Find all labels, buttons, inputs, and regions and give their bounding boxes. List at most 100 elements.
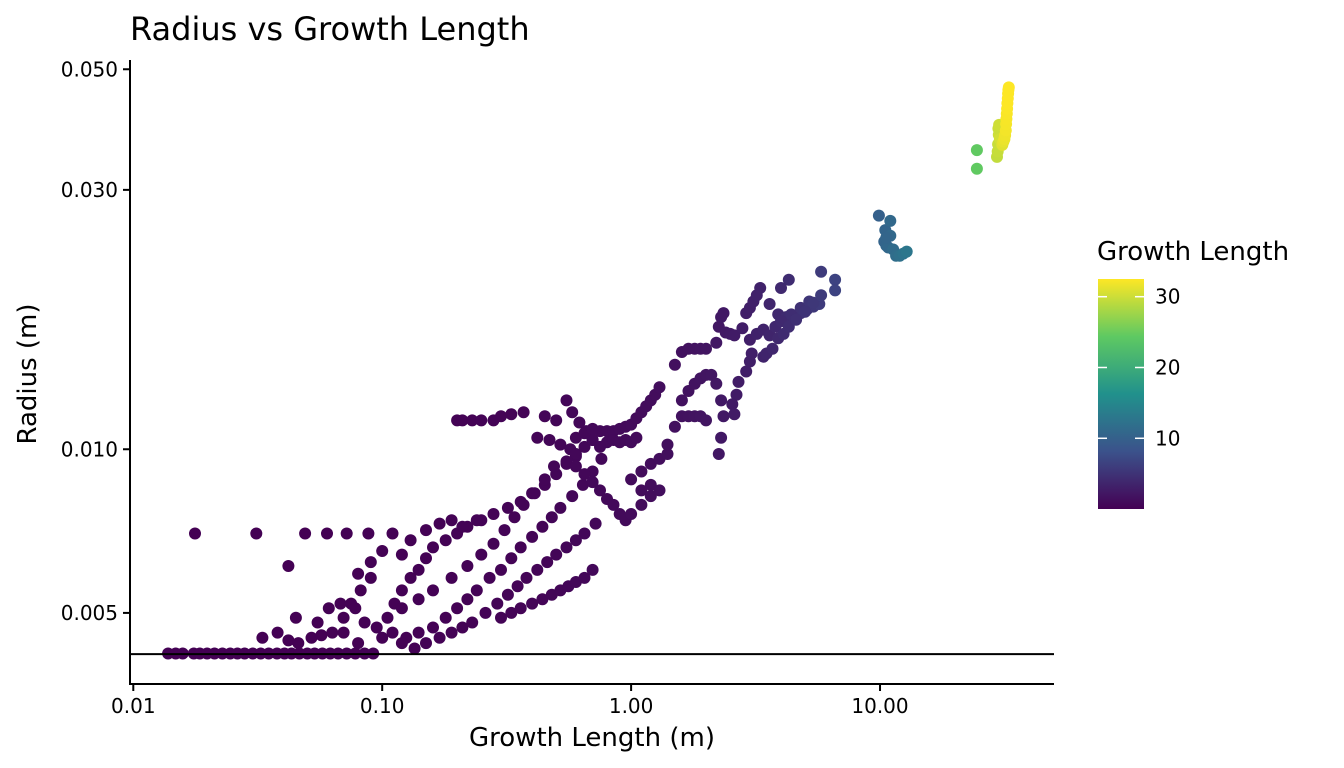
data-point xyxy=(337,611,350,624)
data-point xyxy=(712,448,725,460)
data-point xyxy=(334,597,347,610)
data-point xyxy=(531,563,544,576)
data-point xyxy=(322,602,335,615)
data-point xyxy=(505,552,518,565)
data-point xyxy=(728,408,741,421)
data-point xyxy=(717,410,730,423)
data-point xyxy=(560,394,573,407)
data-point xyxy=(420,552,432,565)
data-point xyxy=(554,501,567,514)
data-point xyxy=(321,527,333,540)
data-point xyxy=(536,520,549,533)
legend-title: Growth Length xyxy=(1097,237,1289,267)
data-point xyxy=(630,431,643,444)
data-point xyxy=(289,611,302,624)
data-point xyxy=(635,484,648,497)
data-point xyxy=(970,162,983,175)
data-point xyxy=(586,476,599,489)
data-point xyxy=(517,498,530,511)
data-point xyxy=(376,631,389,644)
data-point xyxy=(586,563,599,576)
data-point xyxy=(566,490,579,503)
data-point xyxy=(470,584,483,597)
data-point xyxy=(381,611,394,624)
data-point xyxy=(1002,81,1015,94)
data-point xyxy=(569,448,582,460)
data-point xyxy=(736,322,749,335)
x-tick-label: 0.01 xyxy=(111,694,156,718)
y-axis-label: Radius (m) xyxy=(13,303,43,444)
data-point xyxy=(461,560,474,572)
y-tick-label: 0.010 xyxy=(61,437,118,461)
data-point xyxy=(526,597,539,610)
data-point xyxy=(578,571,591,584)
data-point xyxy=(560,541,573,554)
data-point xyxy=(644,490,657,503)
data-point xyxy=(705,368,718,381)
data-point xyxy=(501,501,514,514)
data-point xyxy=(395,602,408,615)
data-point xyxy=(668,420,681,433)
data-point xyxy=(884,214,897,227)
data-point xyxy=(589,517,602,530)
data-point xyxy=(475,414,488,427)
data-point xyxy=(595,452,608,465)
data-point xyxy=(271,626,284,639)
data-point xyxy=(395,584,408,597)
data-point xyxy=(250,527,263,540)
data-point xyxy=(578,440,591,453)
data-point xyxy=(514,541,527,554)
data-point xyxy=(491,597,504,610)
data-point xyxy=(715,431,728,444)
data-point xyxy=(412,593,425,606)
data-point xyxy=(305,631,318,644)
data-point xyxy=(815,265,828,278)
data-point xyxy=(625,473,638,486)
data-point xyxy=(541,556,554,569)
data-point xyxy=(495,563,507,576)
data-point xyxy=(505,408,518,421)
data-point xyxy=(745,347,758,360)
data-point xyxy=(700,342,712,355)
data-point xyxy=(644,478,657,491)
data-point xyxy=(479,606,492,619)
data-point xyxy=(505,606,518,619)
data-point xyxy=(754,282,767,294)
data-point xyxy=(548,460,560,473)
data-point xyxy=(531,431,544,444)
data-point xyxy=(594,440,606,453)
data-point xyxy=(732,375,745,388)
data-point xyxy=(644,457,657,470)
data-point xyxy=(635,465,648,478)
data-point xyxy=(299,527,312,540)
data-point xyxy=(625,508,638,520)
data-point xyxy=(292,637,305,650)
data-point xyxy=(487,508,500,520)
data-point xyxy=(872,209,885,222)
data-point xyxy=(807,296,820,309)
data-point xyxy=(653,484,666,497)
data-point xyxy=(661,448,674,460)
data-point xyxy=(433,631,446,644)
data-point xyxy=(554,438,567,451)
x-tick-label: 0.10 xyxy=(360,694,405,718)
data-point xyxy=(466,616,479,629)
data-point xyxy=(495,611,507,624)
chart-title: Radius vs Growth Length xyxy=(130,10,530,48)
data-point xyxy=(586,422,599,435)
data-point xyxy=(545,511,558,524)
data-point xyxy=(730,388,743,401)
data-point xyxy=(782,273,795,286)
data-point xyxy=(282,560,295,572)
data-point xyxy=(433,517,446,530)
colorbar-tick-label: 10 xyxy=(1155,426,1180,450)
data-point xyxy=(340,527,353,540)
data-point xyxy=(386,527,399,540)
data-point xyxy=(456,414,469,427)
data-point xyxy=(829,284,842,297)
data-point xyxy=(514,602,527,615)
data-point xyxy=(498,524,511,537)
data-point xyxy=(900,245,913,258)
data-point xyxy=(412,563,425,576)
data-point xyxy=(404,534,417,547)
